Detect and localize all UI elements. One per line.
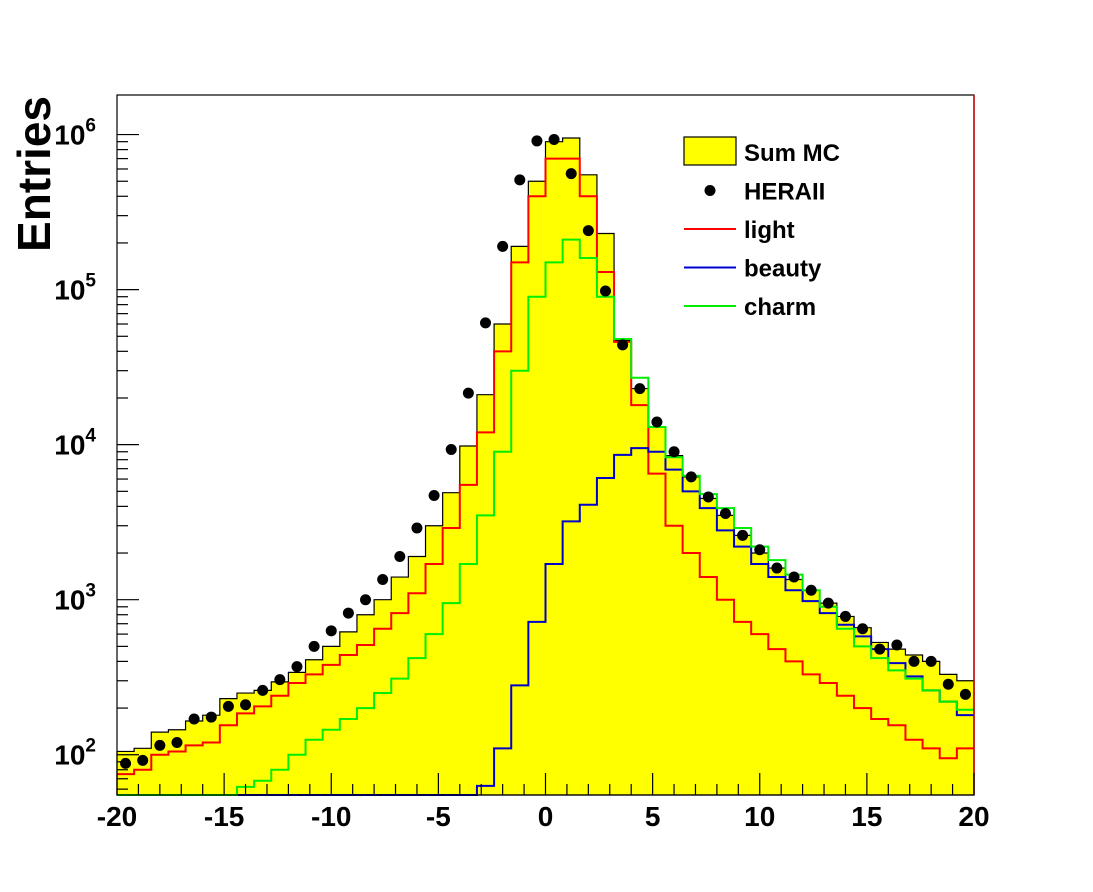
y-tick-base: 10 — [54, 120, 85, 151]
herall-point — [274, 674, 286, 686]
herall-points-layer — [120, 133, 971, 769]
x-tick-label: -10 — [311, 801, 351, 832]
herall-point — [171, 736, 183, 748]
x-tick-label: 20 — [958, 801, 989, 832]
light-line — [117, 157, 974, 776]
herall-point — [548, 133, 560, 145]
herall-point — [188, 713, 200, 725]
y-tick-label: 106 — [54, 116, 96, 151]
y-tick-exponent: 3 — [85, 581, 96, 602]
herall-point — [891, 639, 903, 651]
herall-point — [702, 491, 714, 503]
y-tick-base: 10 — [54, 430, 85, 461]
herall-point — [445, 444, 457, 456]
herall-point — [719, 507, 731, 519]
herall-point — [222, 700, 234, 712]
herall-point — [497, 240, 509, 252]
herall-point — [137, 754, 149, 766]
y-axis-label: Entries — [8, 96, 60, 252]
legend-marker-herall — [704, 185, 716, 196]
herall-point — [514, 174, 526, 186]
herall-point — [668, 446, 680, 458]
herall-point — [754, 544, 766, 556]
herall-point — [291, 661, 303, 673]
x-tick-label: -5 — [426, 801, 451, 832]
y-tick-label: 105 — [54, 271, 96, 306]
herall-point — [685, 471, 697, 483]
y-tick-exponent: 5 — [85, 271, 96, 292]
herall-point — [428, 490, 440, 502]
y-tick-base: 10 — [54, 585, 85, 616]
herall-point — [120, 757, 132, 769]
herall-point — [771, 562, 783, 574]
x-axis: -20 -15 -10 -5 0 5 10 15 20 — [97, 773, 990, 832]
x-tick-label: -15 — [204, 801, 244, 832]
herall-point — [839, 610, 851, 622]
herall-point — [857, 623, 869, 635]
x-tick-label: -20 — [97, 801, 137, 832]
legend-label-sum_mc: Sum MC — [744, 140, 840, 167]
herall-point — [394, 550, 406, 562]
herall-point — [959, 688, 971, 700]
y-tick-base: 10 — [54, 275, 85, 306]
charm-line — [117, 238, 974, 796]
herall-point — [531, 135, 543, 147]
legend-label-light: light — [744, 217, 795, 244]
y-tick-label: 104 — [54, 426, 96, 461]
herall-point — [942, 678, 954, 690]
herall-point — [617, 339, 629, 351]
herall-point — [480, 317, 492, 329]
herall-point — [325, 625, 337, 637]
herall-point — [634, 383, 646, 395]
herall-point — [565, 168, 577, 180]
herall-point — [651, 416, 663, 428]
herall-point — [788, 571, 800, 583]
legend-label-herall: HERAII — [744, 179, 825, 206]
legend: Sum MC HERAII light beauty charm — [683, 136, 840, 321]
herall-point — [240, 699, 252, 711]
herall-point — [599, 285, 611, 297]
herall-point — [925, 655, 937, 667]
x-tick-label: 15 — [851, 801, 882, 832]
herall-point — [822, 597, 834, 609]
herall-point — [908, 655, 920, 667]
herall-point — [462, 387, 474, 399]
x-tick-label: 5 — [645, 801, 661, 832]
herall-point — [377, 573, 389, 585]
herall-point — [737, 529, 749, 541]
herall-point — [342, 607, 354, 619]
legend-label-charm: charm — [744, 294, 816, 321]
legend-label-beauty: beauty — [744, 256, 822, 283]
y-tick-exponent: 2 — [85, 736, 96, 757]
legend-swatch-sum-mc — [683, 136, 737, 166]
herall-point — [805, 584, 817, 596]
y-tick-base: 10 — [54, 740, 85, 771]
herall-point — [154, 739, 166, 751]
herall-point — [582, 225, 594, 237]
x-tick-label: 0 — [538, 801, 554, 832]
herall-point — [257, 684, 269, 696]
y-tick-label: 103 — [54, 581, 96, 616]
herall-point — [411, 522, 423, 534]
herall-point — [874, 643, 886, 655]
y-tick-exponent: 4 — [85, 426, 96, 447]
herall-point — [205, 711, 217, 723]
herall-point — [308, 640, 320, 652]
y-tick-label: 102 — [54, 736, 96, 771]
herall-point — [360, 594, 372, 606]
y-tick-exponent: 6 — [85, 116, 96, 137]
x-tick-label: 10 — [744, 801, 775, 832]
